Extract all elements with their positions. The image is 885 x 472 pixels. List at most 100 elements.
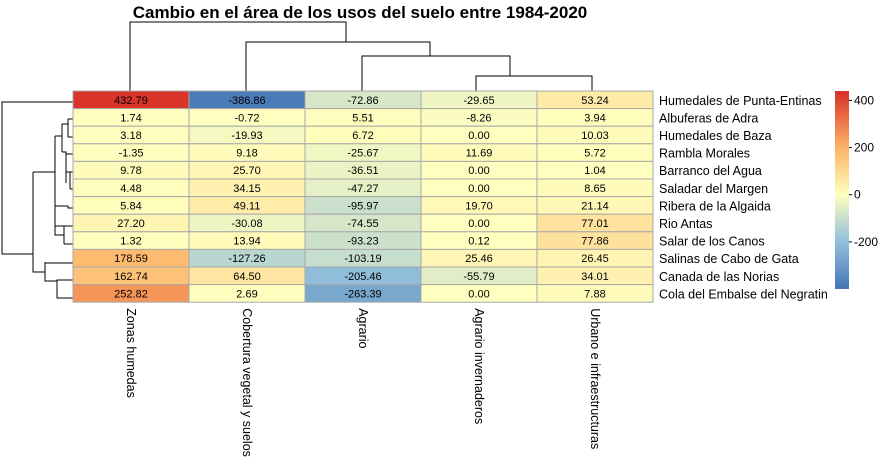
cell-value-label: -74.55: [347, 218, 378, 230]
cell-value-label: -127.26: [228, 253, 265, 265]
cell-value-label: -1.35: [118, 148, 143, 160]
cell-value-label: -386.86: [228, 95, 265, 107]
column-dendrogram: [129, 21, 593, 91]
color-legend-bar: [835, 91, 849, 289]
cell-value-label: -205.46: [344, 271, 381, 283]
cell-value-label: -263.39: [344, 288, 381, 300]
color-legend-ticks: 400 200 0 -200: [849, 93, 878, 249]
cell-value-label: -95.97: [347, 200, 378, 212]
cell-value-label: 3.18: [120, 130, 141, 142]
row-dendro-branch-e: [62, 119, 69, 137]
cell-value-label: 6.72: [352, 130, 373, 142]
row-dendro-branch-c: [33, 136, 56, 206]
cell-value-label: 21.14: [581, 200, 609, 212]
cell-value-label: 0.00: [468, 130, 489, 142]
chart-title: Cambio en el área de los usos del suelo …: [133, 3, 587, 22]
cell-value-label: 1.74: [120, 112, 141, 124]
cell-value-label: -0.72: [234, 112, 259, 124]
cell-value-label: 0.12: [468, 236, 489, 248]
legend-tick-label: 200: [854, 141, 874, 155]
row-dendro-leaf-norias: [56, 279, 73, 281]
cell-value-label: 2.69: [236, 288, 257, 300]
cell-value-label: -47.27: [347, 183, 378, 195]
column-labels: Zonas humedas Cobertura vegetal y suelos A…: [124, 308, 602, 457]
cell-value-label: 34.15: [233, 183, 261, 195]
col-dendro-branch-root: [129, 21, 347, 91]
row-dendro-branch-root: [1, 101, 73, 255]
row-dendro-branch-i: [54, 206, 64, 236]
cell-value-label: 432.79: [114, 95, 148, 107]
row-label: Rambla Morales: [659, 147, 750, 161]
cell-value-label: -8.26: [466, 112, 491, 124]
cell-value-label: 25.70: [233, 165, 261, 177]
row-label: Albuferas de Adra: [659, 111, 758, 125]
col-dendro-branch-3: [361, 55, 511, 91]
cell-value-label: 19.70: [465, 200, 493, 212]
cell-value-label: 178.59: [114, 253, 148, 265]
column-label: Cobertura vegetal y suelos: [240, 308, 254, 457]
heatmap-cell: [536, 284, 654, 303]
cell-value-label: -55.79: [463, 271, 494, 283]
cell-value-label: 4.48: [120, 183, 141, 195]
cell-value-label: -72.86: [347, 95, 378, 107]
cell-value-label: 25.46: [465, 253, 493, 265]
heatmap-cells: [72, 90, 654, 303]
cell-value-label: 5.72: [584, 148, 605, 160]
row-label: Canada de las Norias: [659, 270, 779, 284]
cell-value-label: 5.51: [352, 112, 373, 124]
cell-value-label: 1.32: [120, 236, 141, 248]
cell-value-label: 27.20: [117, 218, 145, 230]
row-label: Cola del Embalse del Negratin: [659, 287, 828, 301]
row-dendro-leaf-negratin: [56, 281, 73, 299]
cell-value-label: 3.94: [584, 112, 605, 124]
legend-tick-label: -200: [854, 235, 878, 249]
cell-value-label: -36.51: [347, 165, 378, 177]
cell-value-label: -93.23: [347, 236, 378, 248]
cell-value-label: 77.86: [581, 236, 609, 248]
column-label: Agrario invernaderos: [472, 308, 486, 424]
row-dendro-branch-a: [32, 172, 45, 273]
cell-value-label: 13.94: [233, 236, 261, 248]
cell-value-label: -19.93: [231, 130, 262, 142]
cell-value-label: 7.88: [584, 288, 605, 300]
row-dendro-leaf-algaida: [55, 205, 73, 209]
cell-value-label: 8.65: [584, 183, 605, 195]
row-dendro-branch-b: [44, 262, 57, 282]
cell-value-label: 162.74: [114, 271, 148, 283]
column-label: Agrario: [356, 308, 370, 348]
row-dendrogram: [1, 101, 73, 299]
cell-value-label: 11.69: [466, 148, 493, 160]
cell-value-label: -29.65: [463, 95, 494, 107]
row-labels: Humedales de Punta-Entinas Albuferas de A…: [659, 94, 828, 302]
cell-value-label: 10.03: [581, 130, 609, 142]
cell-value-label: 0.00: [468, 218, 489, 230]
col-dendro-branch-2: [245, 41, 431, 91]
heatmap-cell-labels: 432.79 -386.86 -72.86 -29.65 53.24 1.74 -0.72 5…: [114, 95, 609, 301]
col-dendro-branch-4: [475, 75, 593, 91]
row-label: Saladar del Margen: [659, 182, 768, 196]
cell-value-label: 5.84: [120, 200, 141, 212]
cell-value-label: 9.78: [120, 165, 141, 177]
column-label: Urbano e infraestructuras: [588, 308, 602, 449]
cell-value-label: -25.67: [347, 148, 378, 160]
column-label: Zonas humedas: [124, 308, 138, 398]
cell-value-label: 49.11: [234, 200, 261, 212]
legend-tick-label: 400: [854, 93, 874, 107]
row-dendro-branch-d: [55, 124, 63, 152]
row-dendro-branch-h: [55, 225, 65, 244]
cell-value-label: -103.19: [344, 253, 381, 265]
legend-tick-label: 0: [854, 188, 861, 202]
cell-value-label: 34.01: [581, 271, 609, 283]
row-label: Salinas de Cabo de Gata: [659, 252, 799, 266]
cell-value-label: 26.45: [581, 253, 609, 265]
cell-value-label: -30.08: [231, 218, 262, 230]
row-label: Salar de los Canos: [659, 235, 765, 249]
cell-value-label: 53.24: [581, 95, 609, 107]
row-label: Ribera de la Algaida: [659, 199, 771, 213]
cell-value-label: 0.00: [468, 165, 489, 177]
cell-value-label: 0.00: [468, 183, 489, 195]
row-label: Humedales de Baza: [659, 129, 772, 143]
cell-value-label: 77.01: [581, 218, 609, 230]
cell-value-label: 9.18: [236, 148, 257, 160]
